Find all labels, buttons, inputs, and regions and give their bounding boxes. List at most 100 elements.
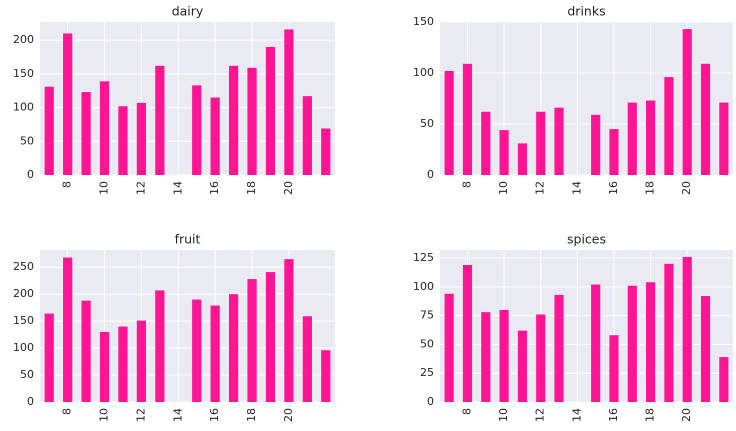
x-tick-label: 16	[607, 181, 620, 195]
y-tick-label: 0	[27, 168, 34, 181]
x-tick-label: 8	[61, 408, 74, 415]
bar	[99, 81, 110, 175]
bar	[210, 305, 220, 402]
bar	[554, 107, 564, 175]
bar	[481, 312, 491, 402]
x-tick-label: 10	[98, 181, 111, 195]
x-tick-label: 14	[570, 181, 583, 195]
bar	[591, 114, 601, 175]
y-tick-label: 150	[13, 67, 34, 80]
x-tick-label: 10	[497, 181, 510, 195]
y-tick-label: 100	[413, 280, 434, 293]
y-tick-label: 0	[27, 395, 34, 408]
bar	[302, 96, 312, 175]
y-tick-label: 150	[13, 314, 34, 327]
bar	[517, 330, 527, 402]
bar	[155, 290, 165, 402]
x-tick-label: 20	[282, 408, 295, 422]
bar	[210, 97, 220, 175]
x-tick-label: 16	[607, 408, 620, 422]
x-tick-label: 12	[134, 408, 147, 422]
y-tick-label: 50	[20, 134, 34, 147]
y-tick-label: 0	[427, 395, 434, 408]
bar	[99, 331, 110, 402]
bar	[536, 111, 546, 175]
x-tick-label: 10	[497, 408, 510, 422]
bar	[481, 111, 491, 175]
y-tick-label: 100	[413, 66, 434, 79]
bar	[192, 85, 202, 175]
y-tick-label: 50	[420, 337, 434, 350]
x-tick-label: 8	[61, 181, 74, 188]
bar	[228, 65, 239, 175]
x-tick-label: 12	[134, 181, 147, 195]
x-tick-label: 16	[208, 408, 221, 422]
bar	[63, 33, 73, 176]
bar	[700, 296, 711, 402]
bar	[284, 259, 294, 402]
x-tick-label: 14	[171, 181, 184, 195]
y-tick-label: 150	[413, 15, 434, 28]
x-tick-label: 18	[245, 408, 258, 422]
bar	[118, 326, 128, 402]
bar	[136, 320, 147, 402]
y-tick-label: 200	[13, 287, 34, 300]
bar	[627, 285, 637, 402]
bar	[499, 309, 509, 402]
x-tick-label: 12	[534, 181, 547, 195]
x-tick-label: 18	[245, 181, 258, 195]
bar	[228, 294, 239, 402]
bar	[627, 102, 637, 175]
bar	[118, 106, 128, 175]
x-tick-label: 20	[282, 181, 295, 195]
bar	[444, 70, 454, 175]
bar	[192, 299, 202, 402]
x-tick-label: 8	[460, 408, 473, 415]
bar	[517, 143, 527, 175]
y-tick-label: 100	[13, 341, 34, 354]
bar	[700, 63, 711, 175]
x-tick-label: 18	[644, 408, 657, 422]
bar	[609, 129, 619, 175]
bar	[646, 282, 656, 402]
bar	[81, 92, 91, 175]
bar	[247, 279, 257, 402]
y-tick-label: 0	[427, 168, 434, 181]
bar	[265, 46, 276, 176]
bar	[499, 130, 509, 175]
bar	[81, 300, 91, 402]
bar	[444, 293, 454, 402]
chart-title: spices	[567, 232, 606, 247]
bar	[321, 128, 331, 175]
x-tick-label: 10	[98, 408, 111, 422]
x-tick-label: 20	[680, 408, 693, 422]
bar	[44, 313, 54, 402]
bar	[247, 67, 257, 175]
bar	[265, 272, 276, 402]
bar	[664, 77, 674, 175]
bar	[155, 65, 165, 175]
bar	[554, 294, 564, 402]
y-tick-label: 75	[420, 309, 434, 322]
bar	[682, 29, 692, 175]
chart-title: drinks	[567, 4, 605, 19]
y-tick-label: 25	[420, 366, 434, 379]
bar	[462, 264, 473, 402]
bar	[646, 100, 656, 175]
y-tick-label: 50	[420, 117, 434, 130]
x-tick-label: 12	[534, 408, 547, 422]
bar	[609, 335, 619, 402]
x-tick-label: 20	[680, 181, 693, 195]
chart-title: fruit	[175, 232, 201, 247]
bar	[719, 102, 729, 175]
x-tick-label: 16	[208, 181, 221, 195]
y-tick-label: 100	[13, 101, 34, 114]
bar	[63, 257, 73, 402]
bar	[536, 314, 546, 402]
bar	[462, 63, 473, 175]
bar	[719, 357, 729, 402]
bar	[302, 316, 312, 402]
x-tick-label: 14	[570, 408, 583, 422]
bar	[44, 86, 54, 175]
